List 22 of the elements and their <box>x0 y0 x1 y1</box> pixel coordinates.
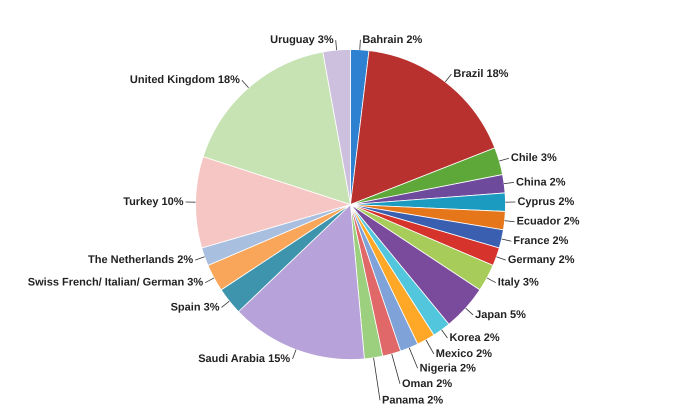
slice-label: Italy 3% <box>498 276 539 289</box>
slice-label: Bahrain 2% <box>362 34 422 46</box>
slice-label: France 2% <box>513 235 569 248</box>
slice-label: Germany 2% <box>508 254 575 266</box>
slice-label: China 2% <box>516 176 566 188</box>
slice-label: Nigeria 2% <box>420 362 476 374</box>
slice-label: Uruguay 3% <box>270 34 334 46</box>
slice-label: Brazil 18% <box>453 68 509 80</box>
slice-label: Spain 3% <box>170 301 220 314</box>
slice-label: Turkey 10% <box>123 196 184 208</box>
slice-label: Cyprus 2% <box>517 196 575 208</box>
slice-label: The Netherlands 2% <box>88 254 194 266</box>
slice-label: Saudi Arabia 15% <box>198 352 290 365</box>
slice-label: Panama 2% <box>382 394 444 406</box>
slice-label: Chile 3% <box>510 152 557 164</box>
slice-label: Swiss French/ Italian/ German 3% <box>28 276 204 289</box>
slice-label: Oman 2% <box>402 378 452 390</box>
slice-label: Ecuador 2% <box>516 216 580 228</box>
slice-label: United Kingdom 18% <box>130 74 240 86</box>
slice-label: Japan 5% <box>475 308 526 321</box>
slice-label: Korea 2% <box>449 332 500 344</box>
slice-label: Mexico 2% <box>436 348 492 360</box>
